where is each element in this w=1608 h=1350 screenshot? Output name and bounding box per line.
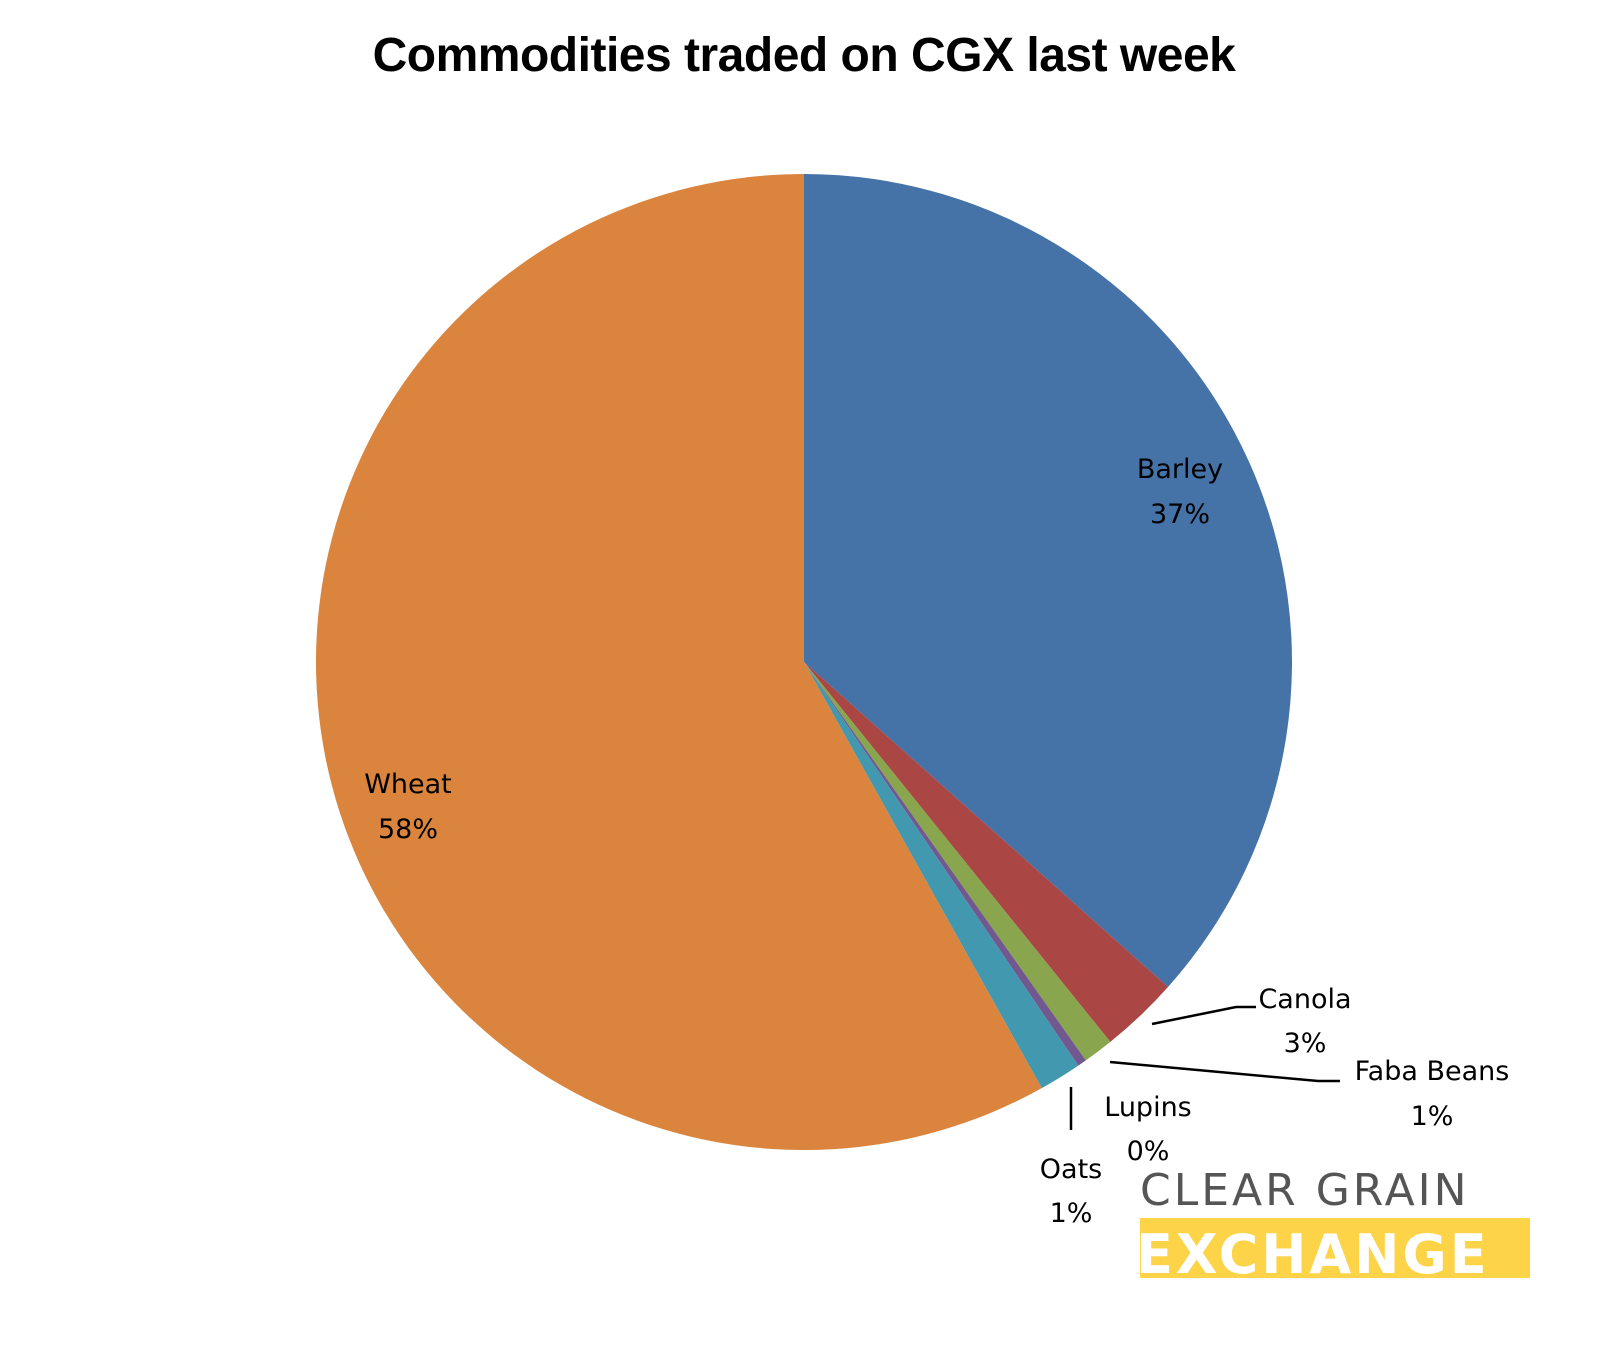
- label-oats-value: 1%: [1050, 1198, 1093, 1229]
- logo-clear-grain: CLEAR GRAIN: [1140, 1165, 1470, 1216]
- label-faba-beans-value: 1%: [1411, 1101, 1454, 1132]
- pie-slices: [315, 174, 1292, 1150]
- pie-slice-lupins: [804, 662, 1086, 1066]
- leader-line-faba-beans: [1109, 1060, 1340, 1083]
- pie-slice-oats: [804, 662, 1079, 1089]
- label-barley-value: 37%: [1150, 499, 1210, 530]
- label-barley-name: Barley: [1137, 454, 1223, 485]
- logo-exchange-banner: EXCHANGE: [1140, 1218, 1530, 1278]
- leader-line-canola: [1151, 1005, 1256, 1026]
- pie-slice-canola: [804, 662, 1169, 1042]
- chart-title: Commodities traded on CGX last week: [372, 29, 1236, 82]
- leader-lines: [1069, 1005, 1340, 1130]
- pie-slice-faba-beans: [804, 662, 1111, 1061]
- label-wheat-value: 58%: [378, 814, 438, 845]
- label-lupins-name: Lupins: [1104, 1092, 1192, 1123]
- label-canola-value: 3%: [1284, 1028, 1327, 1059]
- label-canola-name: Canola: [1258, 984, 1351, 1015]
- label-wheat-name: Wheat: [364, 769, 452, 800]
- label-faba-beans-name: Faba Beans: [1355, 1056, 1510, 1087]
- pie-slice-wheat: [315, 174, 1042, 1150]
- logo-exchange-text: EXCHANGE: [1140, 1223, 1490, 1279]
- pie-slice-barley: [804, 174, 1292, 988]
- data-labels: Barley 37% Canola 3% Faba Beans 1% Lupin…: [364, 454, 1509, 1229]
- label-lupins-value: 0%: [1127, 1136, 1170, 1167]
- label-oats-name: Oats: [1040, 1154, 1102, 1185]
